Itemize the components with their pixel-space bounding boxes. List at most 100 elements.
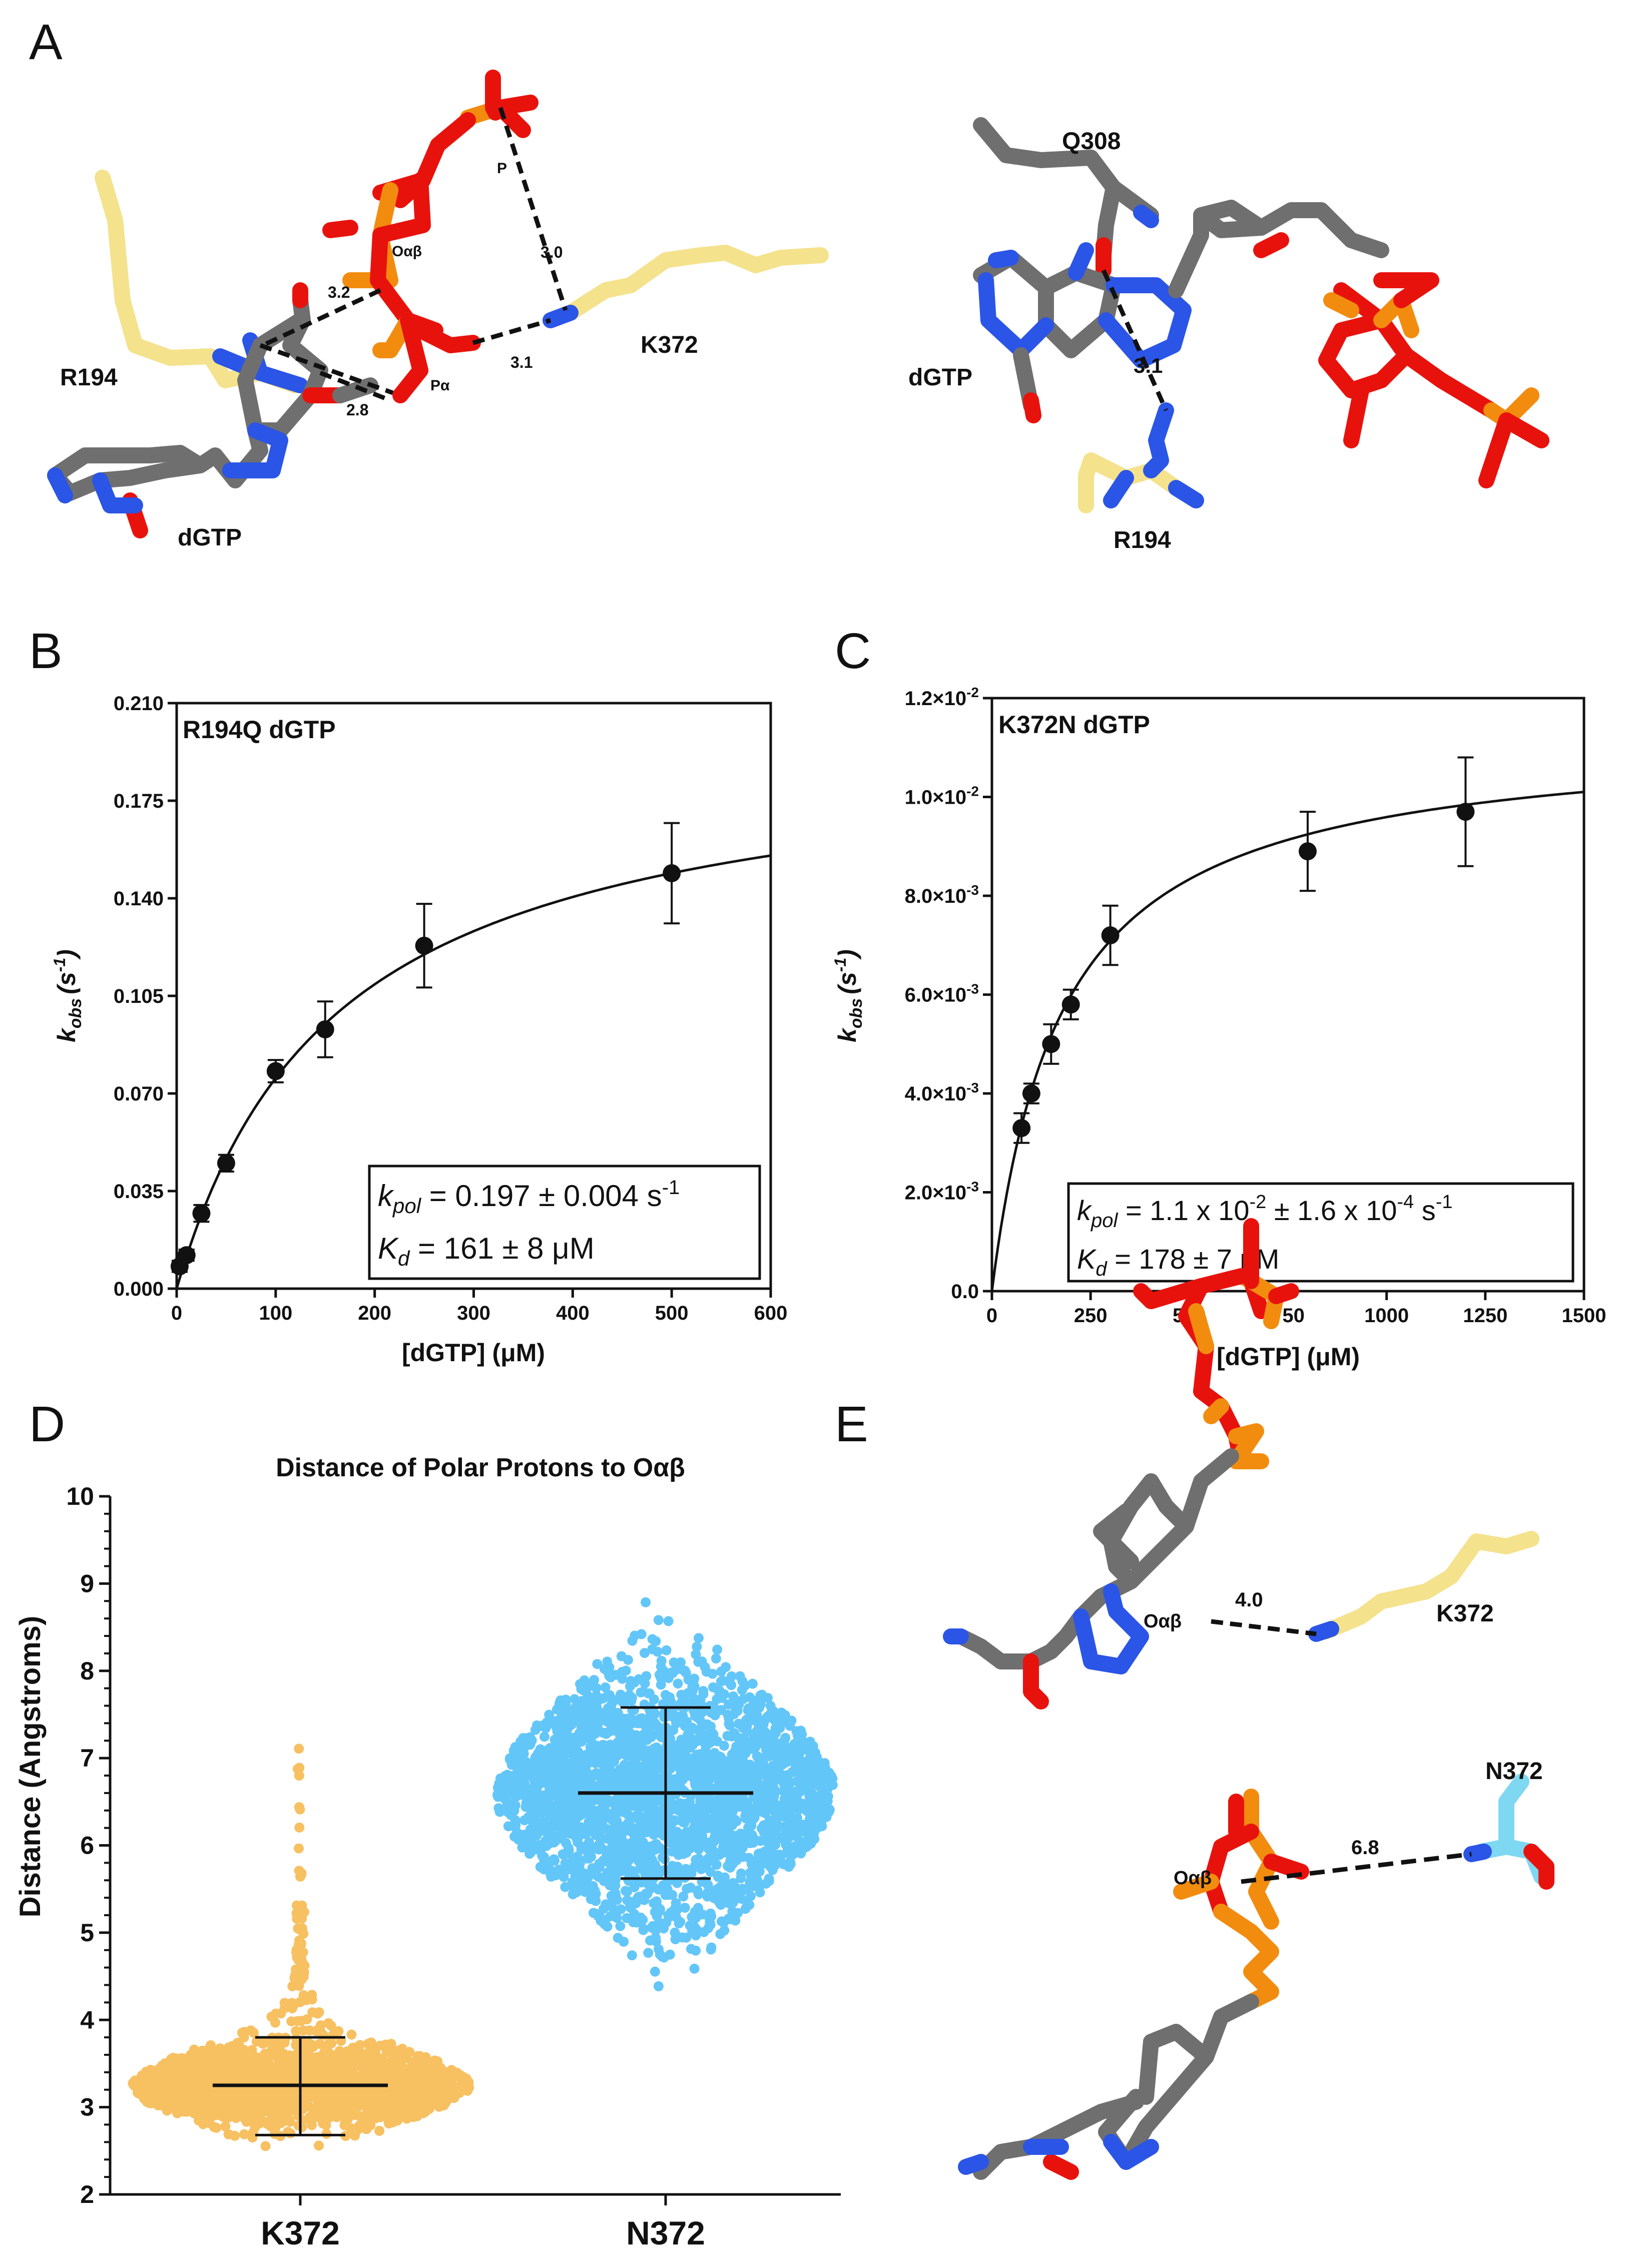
chart-d-point-k372: [191, 2080, 201, 2090]
chart-d-ylabel: Distance (Angstroms): [14, 1616, 47, 1918]
chart-d-point-k372: [305, 2067, 315, 2078]
chart-d-point-n372: [661, 1917, 672, 1928]
chart-d-point-k372: [383, 2097, 393, 2108]
chart-d-point-k372: [285, 2116, 295, 2127]
chart-c-data-point: [1298, 842, 1317, 861]
chart-d-point-n372: [599, 1799, 610, 1810]
chart-d-swarm-k372: [128, 1744, 474, 2151]
chart-d-point-n372: [601, 1899, 611, 1910]
chart-d-point-n372: [678, 1891, 689, 1902]
chart-d-point-n372: [515, 1768, 526, 1779]
chart-d-point-k372: [392, 2115, 403, 2126]
chart-d-point-k372: [241, 2056, 252, 2067]
chart-d-point-k372: [295, 1871, 305, 1882]
chart-d-point-k372: [321, 2128, 332, 2139]
chart-d-point-n372: [745, 1692, 755, 1703]
chart-c-ytick-label: 0.0: [951, 1281, 979, 1303]
chart-d-point-k372: [199, 2060, 210, 2070]
chart-d-point-k372: [399, 2111, 410, 2121]
chart-d-ytick-label: 9: [80, 1569, 94, 1597]
distance-3-1-a-right: 3.1: [1134, 354, 1163, 377]
chart-d-point-k372: [239, 2045, 249, 2055]
chart-d-point-n372: [594, 1839, 605, 1849]
chart-d-point-n372: [785, 1859, 796, 1869]
chart-d-point-n372: [765, 1700, 776, 1711]
chart-d-point-k372: [280, 2103, 291, 2113]
chart-d-point-k372: [372, 2108, 382, 2118]
chart-d-point-n372: [757, 1796, 768, 1807]
chart-d-point-n372: [661, 1645, 672, 1655]
chart-d-point-n372: [712, 1644, 723, 1655]
chart-d-ytick-label: 6: [80, 1832, 94, 1860]
chart-d-point-n372: [663, 1616, 674, 1626]
chart-d-point-n372: [576, 1722, 587, 1732]
label-palpha-a: Pα: [430, 377, 450, 394]
chart-d-point-n372: [601, 1853, 611, 1863]
chart-d-point-n372: [670, 1816, 680, 1826]
chart-d-point-k372: [213, 2057, 223, 2067]
chart-d-point-n372: [740, 1802, 750, 1813]
chart-c-ylabel-k: k: [833, 1027, 861, 1042]
chart-d-point-k372: [154, 2064, 164, 2074]
chart-d-point-k372: [158, 2100, 168, 2111]
chart-d-point-k372: [290, 2066, 300, 2076]
chart-d-point-n372: [680, 1903, 690, 1913]
chart-d-point-n372: [712, 1884, 722, 1894]
chart-b-title: R194Q dGTP: [183, 716, 336, 744]
chart-d-point-k372: [297, 2122, 307, 2132]
chart-d-point-n372: [602, 1921, 613, 1932]
chart-d-point-n372: [537, 1817, 548, 1827]
chart-d-point-k372: [401, 2064, 411, 2075]
chart-d-point-k372: [330, 2054, 341, 2065]
chart-d-point-n372: [651, 1896, 662, 1907]
distance-2-8: 2.8: [346, 401, 368, 419]
chart-d-point-k372: [336, 2063, 347, 2074]
chart-d-point-n372: [672, 1904, 683, 1915]
chart-d-point-n372: [623, 1863, 633, 1874]
chart-d-point-k372: [282, 2053, 293, 2064]
chart-d-point-k372: [276, 2008, 286, 2019]
chart-d-point-n372: [791, 1841, 801, 1851]
chart-d-point-n372: [560, 1849, 570, 1859]
chart-d-point-k372: [168, 2075, 178, 2086]
chart-b-xtick-label: 600: [754, 1302, 788, 1324]
chart-d-point-k372: [452, 2084, 463, 2094]
chart-d-point-k372: [389, 2052, 399, 2062]
chart-d-point-k372: [263, 2097, 274, 2108]
chart-d-point-k372: [421, 2063, 431, 2074]
chart-d-point-n372: [651, 1636, 661, 1646]
chart-c-data-point: [1022, 1084, 1040, 1102]
chart-d-point-n372: [669, 1713, 680, 1724]
chart-d-point-k372: [432, 2056, 443, 2067]
chart-d-point-k372: [296, 1966, 306, 1976]
chart-d-point-k372: [278, 2090, 289, 2101]
chart-d-point-n372: [711, 1653, 721, 1664]
chart-d-point-n372: [639, 1924, 649, 1934]
chart-d-point-k372: [177, 2083, 187, 2093]
chart-d-point-k372: [342, 2114, 353, 2125]
chart-c-ylabel: kobs(s-1): [831, 949, 866, 1042]
chart-b-data-point: [316, 1020, 334, 1038]
chart-d-point-k372: [246, 2025, 256, 2036]
chart-d-point-n372: [730, 1799, 740, 1809]
chart-d-point-n372: [689, 1963, 700, 1974]
chart-c-xtick-label: 1000: [1364, 1305, 1409, 1327]
chart-d-point-k372: [328, 2093, 339, 2104]
chart-d-point-n372: [754, 1703, 764, 1713]
chart-d-point-n372: [700, 1749, 711, 1759]
chart-d-point-k372: [257, 2073, 267, 2083]
chart-d-point-k372: [413, 2070, 423, 2080]
chart-d-point-n372: [606, 1875, 616, 1886]
chart-d-point-n372: [653, 1981, 664, 1991]
chart-d-point-n372: [770, 1723, 781, 1734]
chart-d-point-n372: [623, 1654, 633, 1665]
chart-b-ylabel-close: ): [53, 949, 81, 960]
label-p-a: P: [497, 160, 507, 177]
chart-b-xtick-label: 0: [171, 1302, 182, 1324]
chart-d-point-k372: [231, 2095, 241, 2105]
chart-d-point-n372: [636, 1629, 647, 1639]
chart-b-data-point: [266, 1062, 285, 1080]
chart-d-point-n372: [694, 1633, 704, 1643]
chart-d-point-k372: [315, 2039, 325, 2049]
